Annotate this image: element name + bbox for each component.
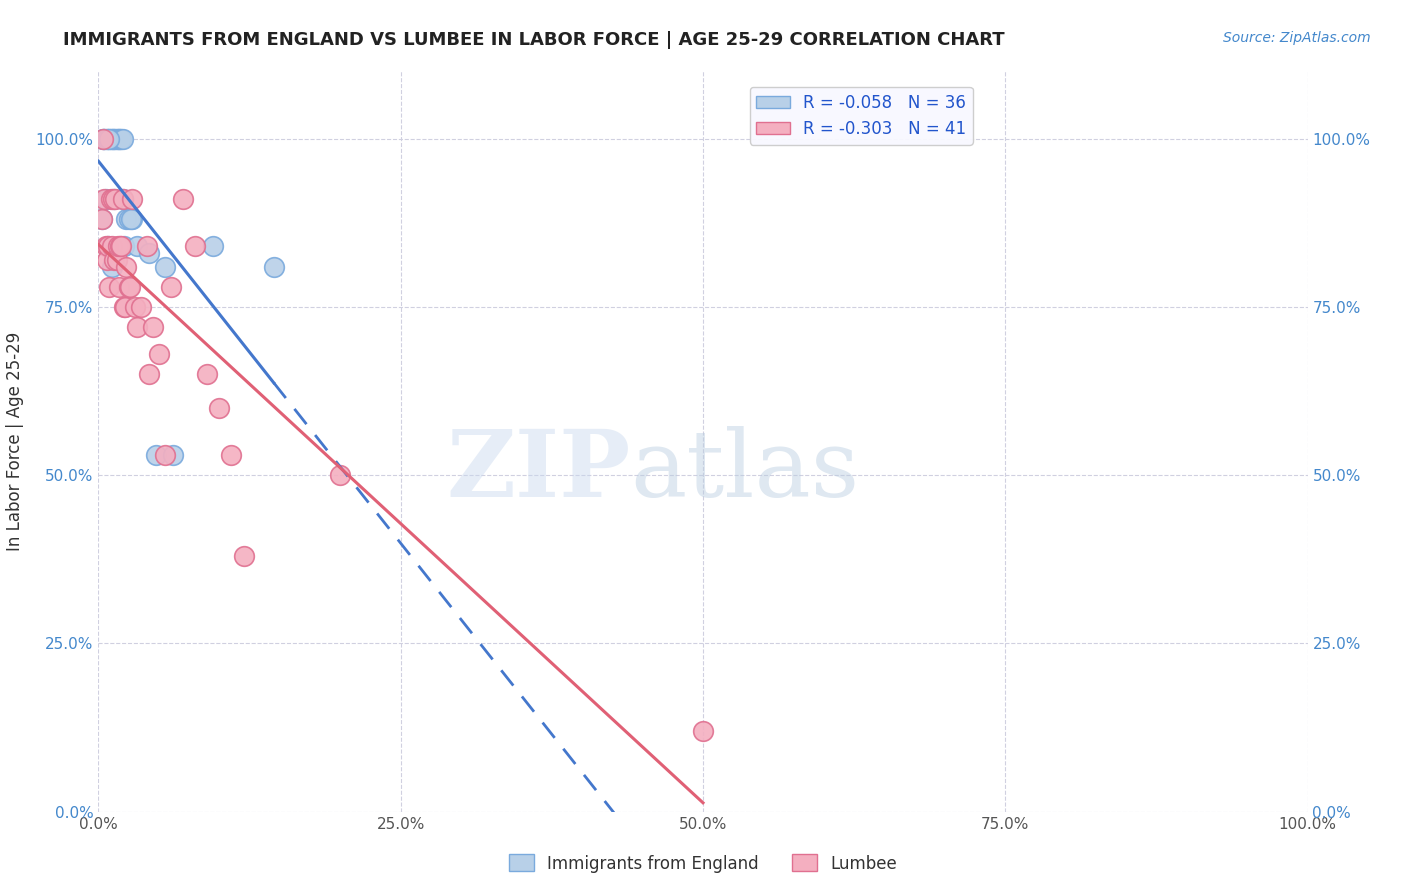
- Point: [135, 239, 157, 253]
- Text: IMMIGRANTS FROM ENGLAND VS LUMBEE IN LABOR FORCE | AGE 25-29 CORRELATION CHART: IMMIGRANTS FROM ENGLAND VS LUMBEE IN LAB…: [63, 31, 1005, 49]
- Point: [124, 300, 146, 314]
- Point: [148, 347, 170, 361]
- Point: [107, 131, 129, 145]
- Point: [110, 239, 132, 253]
- Point: [103, 131, 125, 145]
- Point: [91, 131, 114, 145]
- Text: Source: ZipAtlas.com: Source: ZipAtlas.com: [1223, 31, 1371, 45]
- Point: [115, 260, 138, 274]
- Point: [112, 239, 135, 253]
- Point: [96, 131, 118, 145]
- Point: [121, 212, 143, 227]
- Legend: R = -0.058   N = 36, R = -0.303   N = 41: R = -0.058 N = 36, R = -0.303 N = 41: [749, 87, 973, 145]
- Point: [221, 448, 243, 462]
- Point: [96, 252, 118, 267]
- Point: [121, 192, 143, 206]
- Point: [93, 192, 115, 206]
- Point: [110, 131, 132, 145]
- Point: [108, 239, 131, 253]
- Point: [329, 468, 352, 483]
- Point: [98, 279, 121, 293]
- Point: [172, 192, 194, 206]
- Point: [202, 239, 225, 253]
- Point: [118, 279, 141, 293]
- Point: [111, 192, 134, 206]
- Point: [100, 131, 122, 145]
- Point: [153, 448, 176, 462]
- Point: [98, 131, 121, 145]
- Point: [692, 723, 714, 738]
- Point: [108, 131, 131, 145]
- Point: [101, 131, 124, 145]
- Point: [129, 300, 152, 314]
- Point: [105, 252, 128, 267]
- Point: [101, 192, 124, 206]
- Point: [100, 260, 122, 274]
- Point: [93, 131, 115, 145]
- Point: [93, 131, 115, 145]
- Point: [104, 192, 127, 206]
- Text: ZIP: ZIP: [446, 426, 630, 516]
- Point: [100, 131, 122, 145]
- Point: [103, 192, 125, 206]
- Point: [91, 212, 114, 227]
- Point: [91, 131, 114, 145]
- Point: [108, 131, 131, 145]
- Point: [97, 239, 120, 253]
- Point: [263, 260, 285, 274]
- Point: [118, 212, 141, 227]
- Text: atlas: atlas: [630, 426, 859, 516]
- Point: [153, 260, 176, 274]
- Point: [96, 131, 118, 145]
- Point: [91, 212, 114, 227]
- Legend: Immigrants from England, Lumbee: Immigrants from England, Lumbee: [502, 847, 904, 880]
- Point: [232, 549, 254, 563]
- Point: [97, 239, 120, 253]
- Point: [100, 239, 122, 253]
- Point: [145, 448, 167, 462]
- Point: [118, 279, 141, 293]
- Point: [112, 300, 135, 314]
- Point: [94, 192, 117, 206]
- Point: [105, 131, 128, 145]
- Point: [103, 252, 125, 267]
- Point: [111, 131, 134, 145]
- Point: [107, 239, 129, 253]
- Point: [138, 246, 160, 260]
- Point: [162, 448, 184, 462]
- Point: [142, 320, 165, 334]
- Point: [108, 279, 131, 293]
- Y-axis label: In Labor Force | Age 25-29: In Labor Force | Age 25-29: [7, 332, 24, 551]
- Point: [127, 320, 149, 334]
- Point: [138, 368, 160, 382]
- Point: [120, 212, 142, 227]
- Point: [115, 212, 138, 227]
- Point: [184, 239, 207, 253]
- Point: [160, 279, 183, 293]
- Point: [94, 239, 117, 253]
- Point: [127, 239, 149, 253]
- Point: [114, 300, 136, 314]
- Point: [100, 192, 122, 206]
- Point: [104, 131, 127, 145]
- Point: [195, 368, 218, 382]
- Point: [111, 192, 134, 206]
- Point: [208, 401, 231, 415]
- Point: [98, 131, 121, 145]
